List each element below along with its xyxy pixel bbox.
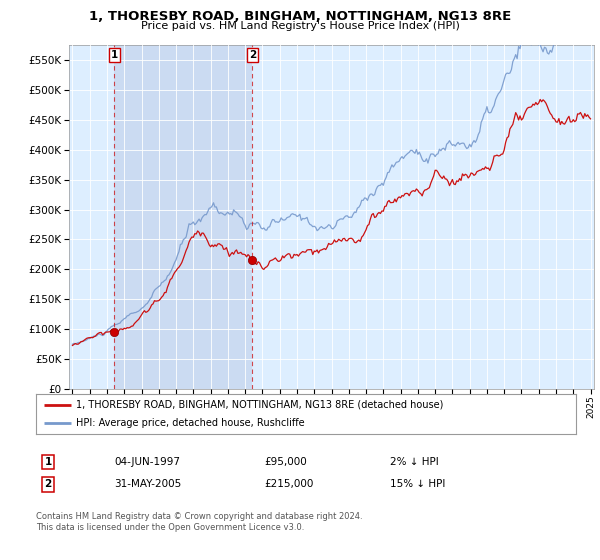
Text: 2% ↓ HPI: 2% ↓ HPI xyxy=(390,457,439,467)
Text: 2: 2 xyxy=(44,479,52,489)
Text: 15% ↓ HPI: 15% ↓ HPI xyxy=(390,479,445,489)
Text: 2: 2 xyxy=(249,50,256,60)
Text: 31-MAY-2005: 31-MAY-2005 xyxy=(114,479,181,489)
Text: 1: 1 xyxy=(110,50,118,60)
Text: £95,000: £95,000 xyxy=(264,457,307,467)
Text: Contains HM Land Registry data © Crown copyright and database right 2024.
This d: Contains HM Land Registry data © Crown c… xyxy=(36,512,362,532)
Text: 04-JUN-1997: 04-JUN-1997 xyxy=(114,457,180,467)
Text: 1, THORESBY ROAD, BINGHAM, NOTTINGHAM, NG13 8RE: 1, THORESBY ROAD, BINGHAM, NOTTINGHAM, N… xyxy=(89,10,511,23)
Text: £215,000: £215,000 xyxy=(264,479,313,489)
Text: HPI: Average price, detached house, Rushcliffe: HPI: Average price, detached house, Rush… xyxy=(77,418,305,428)
Bar xyxy=(114,45,253,389)
Text: Price paid vs. HM Land Registry's House Price Index (HPI): Price paid vs. HM Land Registry's House … xyxy=(140,21,460,31)
Text: 1: 1 xyxy=(44,457,52,467)
Text: 1, THORESBY ROAD, BINGHAM, NOTTINGHAM, NG13 8RE (detached house): 1, THORESBY ROAD, BINGHAM, NOTTINGHAM, N… xyxy=(77,400,444,409)
